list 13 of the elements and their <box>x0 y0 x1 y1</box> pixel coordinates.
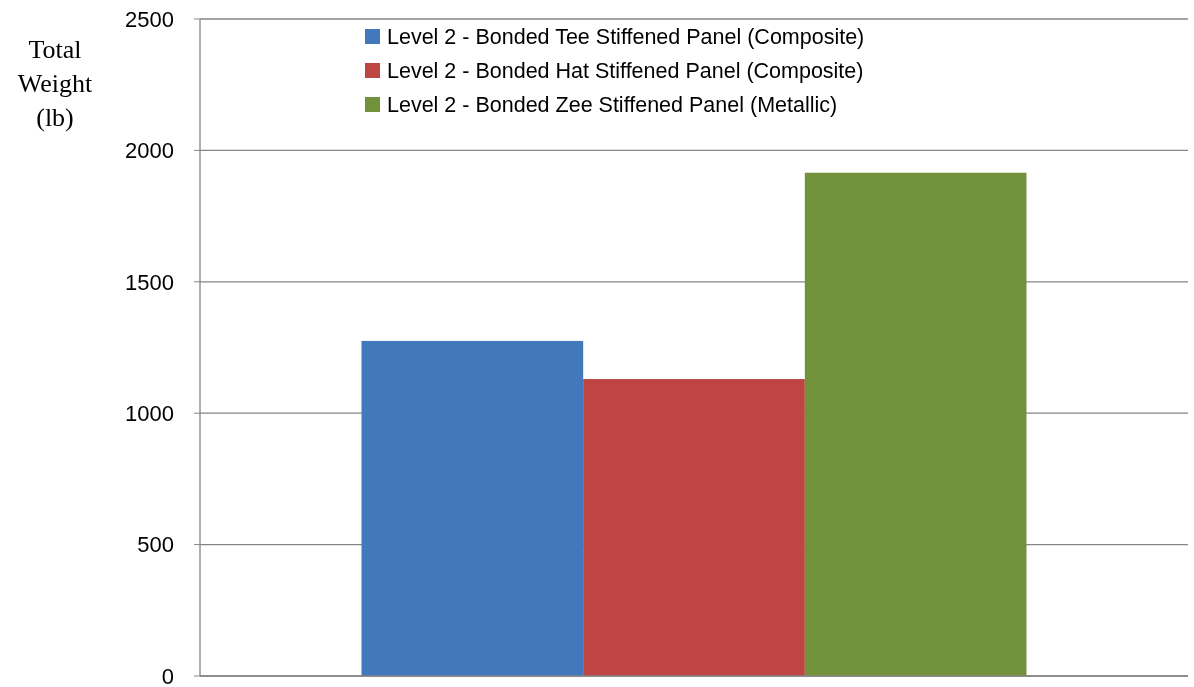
bar <box>804 172 1027 676</box>
bar <box>583 379 805 676</box>
bar <box>361 340 584 676</box>
legend-label: Level 2 - Bonded Tee Stiffened Panel (Composite) <box>387 24 865 49</box>
y-tick-label: 500 <box>137 532 174 558</box>
y-axis-title: Total Weight (lb) <box>17 35 93 132</box>
legend-label: Level 2 - Bonded Zee Stiffened Panel (Metallic) <box>387 92 838 117</box>
y-tick-label: 1500 <box>125 269 174 295</box>
y-tick-label: 2000 <box>125 138 174 164</box>
legend-label: Level 2 - Bonded Hat Stiffened Panel (Composite) <box>387 58 864 83</box>
y-tick-label: 2500 <box>125 6 174 32</box>
y-tick-label: 0 <box>161 663 174 687</box>
y-tick-label: 1000 <box>125 400 174 426</box>
